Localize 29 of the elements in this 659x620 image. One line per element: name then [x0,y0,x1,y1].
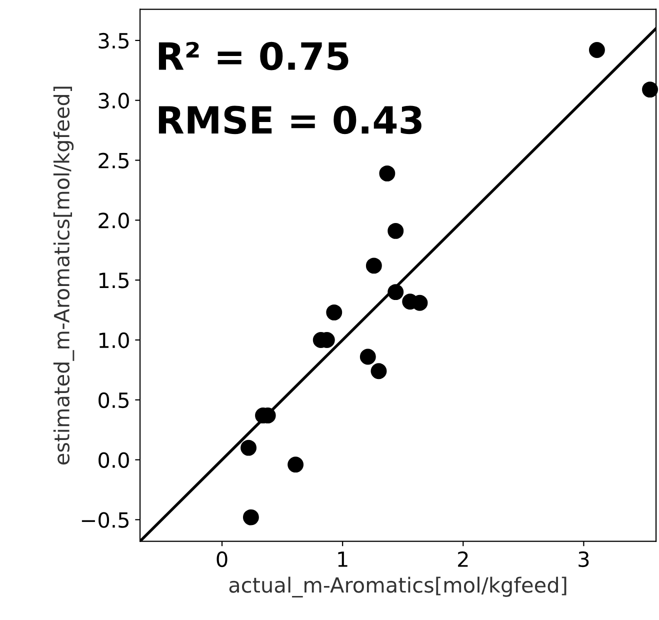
point [642,82,658,98]
y-tick-label: −0.5 [82,512,128,528]
x-tick-label: 0 [216,551,228,568]
point [388,284,404,300]
point [588,42,605,58]
point [288,456,304,473]
y-tick-label: 1.5 [99,272,128,288]
point [240,440,257,456]
annotation: R² = 0.75 [158,42,348,70]
x-tick-label: 1 [338,552,348,567]
point [388,222,404,239]
y-tick-label: 3.0 [98,92,129,109]
y-tick-label: 3.5 [98,32,128,49]
point [366,258,382,274]
y-tick-label: 2.0 [98,212,129,228]
y-tick-label: 2.5 [98,152,128,168]
x-tick-label: 3 [578,551,589,568]
x-tick-label: 2 [458,551,468,567]
x-axis-title: actual_m-Aromatics[mol/kgfeed] [229,576,566,598]
point [379,165,396,182]
point [360,348,376,365]
annotation: RMSE = 0.43 [158,106,422,134]
y-tick-label: 0.0 [98,452,129,468]
y-tick-label: 0.5 [98,392,128,408]
y-tick-label: 1.0 [99,332,129,348]
y-axis-title: estimated_m-Aromatics[mol/kgfeed] [53,86,74,464]
point [370,363,387,380]
point [242,509,259,526]
point [326,304,342,320]
